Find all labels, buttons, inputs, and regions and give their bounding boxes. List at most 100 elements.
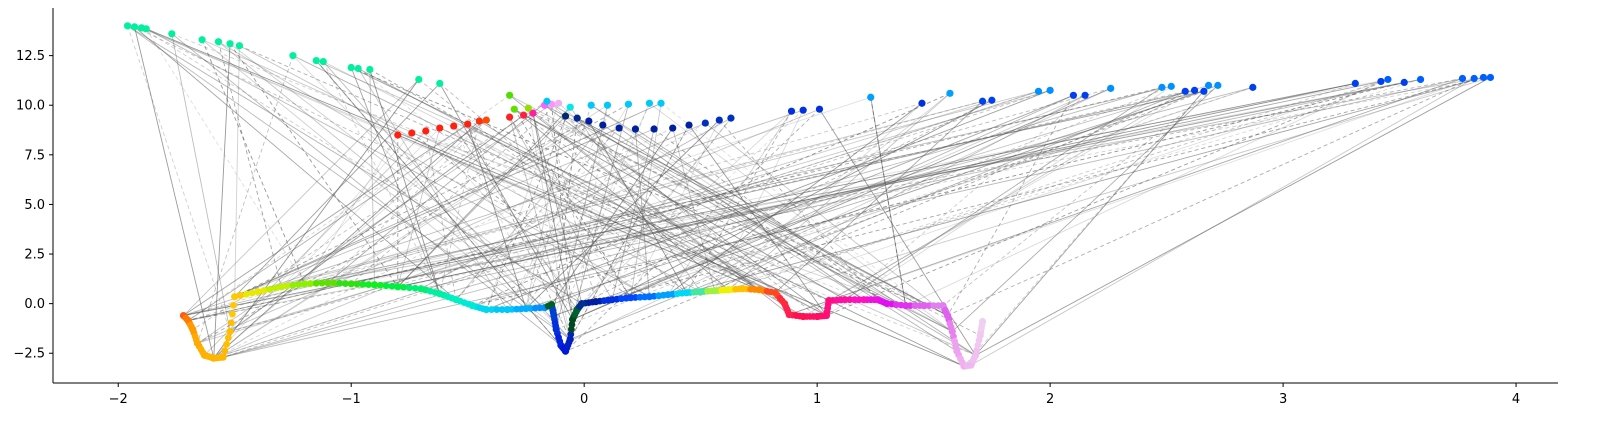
- upper-point: [799, 106, 807, 114]
- upper-point: [394, 131, 402, 139]
- lower-curve-point: [223, 340, 230, 348]
- connector-line: [509, 117, 571, 340]
- y-tick-label: 12.5: [16, 49, 45, 64]
- upper-point: [130, 23, 139, 31]
- lower-curve-point: [376, 281, 384, 289]
- connector-line: [420, 117, 732, 290]
- lower-curve-point: [295, 281, 303, 288]
- upper-point: [561, 112, 570, 120]
- upper-point: [436, 79, 444, 87]
- connector-line: [229, 89, 1051, 332]
- upper-point: [1034, 87, 1043, 95]
- upper-point: [524, 104, 532, 112]
- upper-point: [1081, 91, 1089, 99]
- connector-line: [963, 85, 1209, 367]
- lower-curve-point: [330, 279, 338, 287]
- connector-line: [239, 45, 829, 302]
- connector-line: [439, 127, 864, 301]
- connector-line: [595, 77, 1484, 303]
- connector-line: [602, 124, 958, 352]
- upper-point: [354, 64, 362, 73]
- connector-line: [183, 123, 468, 316]
- lower-curve-point: [237, 292, 244, 299]
- upper-point: [510, 105, 518, 113]
- connector-line: [187, 119, 487, 321]
- connector-line: [975, 77, 1491, 356]
- lower-curve-point: [289, 281, 297, 289]
- lower-curve-point: [231, 293, 239, 301]
- connector-line: [705, 122, 948, 316]
- connector-line: [485, 107, 571, 310]
- axes: −2 −1 0 1 2 3 4 −2.5 0.0 2.5 5.0 7.5 10.0 12.5: [13, 8, 1558, 407]
- connector-line: [758, 79, 1389, 291]
- connector-line: [947, 78, 1475, 316]
- x-tick-label: 2: [1046, 392, 1054, 407]
- connector-line: [565, 108, 820, 352]
- upper-point: [366, 65, 374, 74]
- upper-point: [226, 40, 234, 48]
- connector-line: [397, 80, 1382, 288]
- connector-line: [774, 100, 983, 294]
- connector-line: [411, 132, 632, 299]
- connector-line: [611, 99, 993, 301]
- connector-line: [411, 132, 906, 307]
- upper-point: [645, 99, 654, 107]
- connector-line: [532, 113, 573, 320]
- y-axis-ticks: −2.5 0.0 2.5 5.0 7.5 10.0 12.5: [13, 49, 53, 362]
- x-tick-label: 0: [580, 392, 588, 407]
- connector-line: [350, 67, 441, 294]
- connector-line: [171, 33, 231, 332]
- connector-line: [581, 110, 792, 304]
- x-tick-label: 3: [1279, 392, 1287, 407]
- connector-line: [134, 26, 215, 359]
- connector-line: [649, 102, 953, 332]
- connector-line: [714, 78, 1421, 292]
- connector-line: [439, 83, 573, 320]
- connector-line: [127, 25, 583, 305]
- connector-line: [802, 90, 1186, 317]
- upper-point: [573, 114, 581, 122]
- connector-line: [421, 78, 1421, 290]
- connector-line: [551, 104, 573, 320]
- upper-point: [787, 107, 796, 115]
- connector-line: [572, 87, 1111, 320]
- connector-line: [213, 104, 608, 359]
- lower-curve-point: [266, 285, 274, 293]
- lower-curve-point: [493, 306, 501, 313]
- x-tick-label: −2: [109, 392, 128, 407]
- connector-line: [551, 127, 674, 305]
- connector-line: [728, 92, 951, 291]
- connector-line: [714, 94, 1086, 292]
- connector-line: [951, 85, 1219, 332]
- lower-curve-point: [370, 281, 379, 289]
- connector-line: [581, 99, 993, 305]
- upper-point: [142, 25, 150, 33]
- upper-point: [347, 63, 355, 72]
- connector-line: [479, 120, 804, 317]
- connector-line: [222, 86, 1163, 358]
- connector-line: [472, 92, 951, 307]
- connector-line: [472, 84, 1209, 307]
- connector-line: [201, 39, 571, 340]
- connector-line: [472, 81, 1405, 307]
- lower-curve-point: [277, 283, 285, 291]
- connector-line: [844, 94, 1086, 301]
- connector-line: [187, 94, 510, 321]
- x-tick-label: −1: [342, 392, 361, 407]
- connector-line: [611, 128, 655, 300]
- lower-curve-point: [307, 280, 314, 287]
- connector-line: [714, 109, 804, 291]
- connector-line: [686, 77, 1484, 294]
- connector-line: [141, 27, 776, 294]
- connector-line: [425, 130, 583, 304]
- y-tick-label: 7.5: [24, 148, 45, 163]
- upper-point: [1400, 78, 1408, 87]
- connector-line: [204, 130, 427, 356]
- connector-line: [775, 77, 1491, 294]
- upper-point: [554, 99, 563, 107]
- connector-line: [374, 78, 1421, 286]
- lower-curve-point: [248, 289, 256, 297]
- connector-line: [141, 27, 583, 305]
- connector-line: [439, 120, 480, 294]
